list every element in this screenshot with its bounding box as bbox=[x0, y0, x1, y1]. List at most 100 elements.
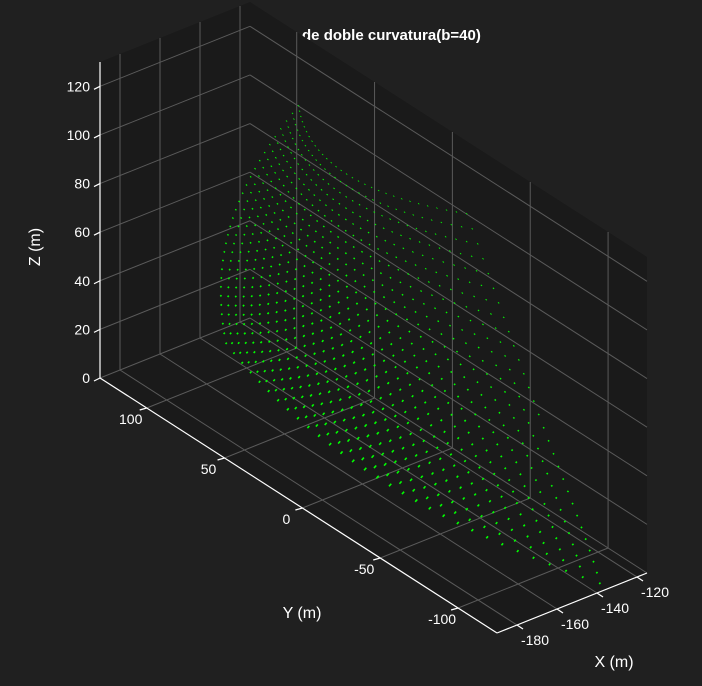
quiver-arrow bbox=[355, 382, 359, 386]
quiver-arrow bbox=[301, 314, 305, 318]
quiver-arrow bbox=[362, 357, 365, 361]
quiver-arrow bbox=[386, 381, 390, 385]
quiver-arrow bbox=[268, 349, 272, 353]
quiver-arrow bbox=[418, 378, 421, 381]
quiver-arrow bbox=[485, 298, 488, 301]
quiver-arrow bbox=[374, 223, 377, 226]
quiver-arrow bbox=[381, 284, 384, 287]
quiver-arrow bbox=[290, 181, 293, 184]
quiver-arrow bbox=[453, 264, 455, 266]
quiver-arrow bbox=[359, 403, 363, 407]
quiver-arrow bbox=[336, 279, 340, 282]
quiver-arrow bbox=[438, 284, 441, 287]
quiver-arrow bbox=[598, 582, 602, 585]
quiver-arrow bbox=[301, 218, 304, 221]
quiver-arrow bbox=[466, 388, 469, 391]
quiver-arrow bbox=[532, 556, 535, 560]
quiver-arrow bbox=[271, 196, 274, 199]
quiver-arrow bbox=[252, 341, 255, 344]
quiver-arrow bbox=[310, 281, 314, 285]
quiver-arrow bbox=[422, 302, 425, 305]
quiver-arrow bbox=[360, 346, 364, 350]
y-tick-label: 100 bbox=[119, 411, 143, 427]
quiver-arrow bbox=[412, 214, 415, 216]
quiver-arrow bbox=[592, 560, 595, 563]
quiver-arrow bbox=[459, 363, 462, 366]
quiver-arrow bbox=[329, 230, 332, 233]
y-tick-mark bbox=[373, 557, 381, 561]
quiver-arrow bbox=[534, 478, 538, 482]
quiver-arrow bbox=[294, 346, 298, 350]
quiver-arrow bbox=[298, 134, 301, 137]
quiver-arrow bbox=[311, 261, 315, 264]
quiver-arrow bbox=[268, 230, 271, 233]
quiver-arrow bbox=[555, 496, 558, 500]
quiver-arrow bbox=[471, 228, 474, 230]
quiver-arrow bbox=[329, 315, 332, 319]
quiver-arrow bbox=[487, 272, 490, 275]
x-tick-mark bbox=[636, 576, 644, 582]
quiver-arrow bbox=[249, 175, 252, 178]
quiver-arrow bbox=[256, 249, 259, 252]
quiver-arrow bbox=[536, 447, 540, 450]
quiver-arrow bbox=[547, 514, 550, 517]
quiver-arrow bbox=[396, 425, 400, 429]
quiver-arrow bbox=[482, 257, 484, 260]
quiver-arrow bbox=[391, 403, 395, 407]
quiver-arrow bbox=[352, 361, 356, 365]
quiver-arrow bbox=[477, 425, 481, 428]
quiver-arrow bbox=[316, 220, 319, 223]
quiver-arrow bbox=[428, 506, 432, 510]
quiver-arrow bbox=[337, 213, 340, 216]
quiver-arrow bbox=[313, 194, 316, 197]
quiver-arrow bbox=[408, 383, 412, 387]
quiver-arrow bbox=[450, 500, 454, 504]
quiver-arrow bbox=[503, 390, 507, 393]
quiver-arrow bbox=[293, 326, 296, 330]
quiver-arrow bbox=[416, 417, 420, 421]
quiver-arrow bbox=[333, 187, 335, 190]
quiver-arrow bbox=[482, 525, 486, 529]
quiver-arrow bbox=[555, 537, 558, 540]
quiver-arrow bbox=[258, 294, 262, 297]
quiver-arrow bbox=[428, 461, 432, 465]
quiver-arrow bbox=[375, 475, 380, 479]
quiver-arrow bbox=[253, 267, 256, 271]
quiver-arrow bbox=[430, 294, 433, 297]
quiver-arrow bbox=[297, 148, 300, 151]
quiver-arrow bbox=[508, 368, 511, 371]
z-tick-mark bbox=[93, 85, 101, 90]
quiver-arrow bbox=[571, 543, 575, 546]
quiver-arrow bbox=[322, 349, 326, 353]
quiver-arrow bbox=[384, 307, 387, 311]
quiver-arrow bbox=[435, 271, 438, 274]
quiver-arrow bbox=[365, 308, 368, 311]
quiver-arrow bbox=[267, 321, 270, 324]
grid-line-x-floor bbox=[119, 369, 518, 626]
quiver-arrow bbox=[320, 329, 324, 333]
quiver-arrow bbox=[396, 470, 400, 474]
quiver-arrow bbox=[351, 211, 354, 214]
quiver-arrow bbox=[467, 470, 470, 474]
quiver-arrow bbox=[267, 302, 270, 306]
quiver-arrow bbox=[292, 317, 296, 320]
quiver-arrow bbox=[571, 502, 574, 505]
quiver-arrow bbox=[335, 430, 339, 434]
quiver-arrow bbox=[452, 464, 456, 468]
quiver-arrow bbox=[400, 234, 402, 237]
quiver-arrow bbox=[578, 565, 582, 568]
quiver-arrow bbox=[329, 241, 332, 244]
quiver-arrow bbox=[351, 188, 354, 191]
quiver-arrow bbox=[379, 202, 382, 204]
quiver-arrow bbox=[545, 552, 549, 556]
quiver-arrow bbox=[474, 454, 478, 458]
quiver-arrow bbox=[278, 358, 281, 362]
quiver-arrow bbox=[306, 425, 310, 429]
quiver-arrow bbox=[320, 319, 323, 322]
quiver-arrow bbox=[418, 241, 421, 243]
quiver-arrow bbox=[251, 276, 255, 280]
quiver-arrow bbox=[254, 199, 257, 202]
quiver-arrow bbox=[288, 251, 291, 254]
quiver-arrow bbox=[398, 388, 402, 392]
quiver-arrow bbox=[344, 252, 347, 255]
